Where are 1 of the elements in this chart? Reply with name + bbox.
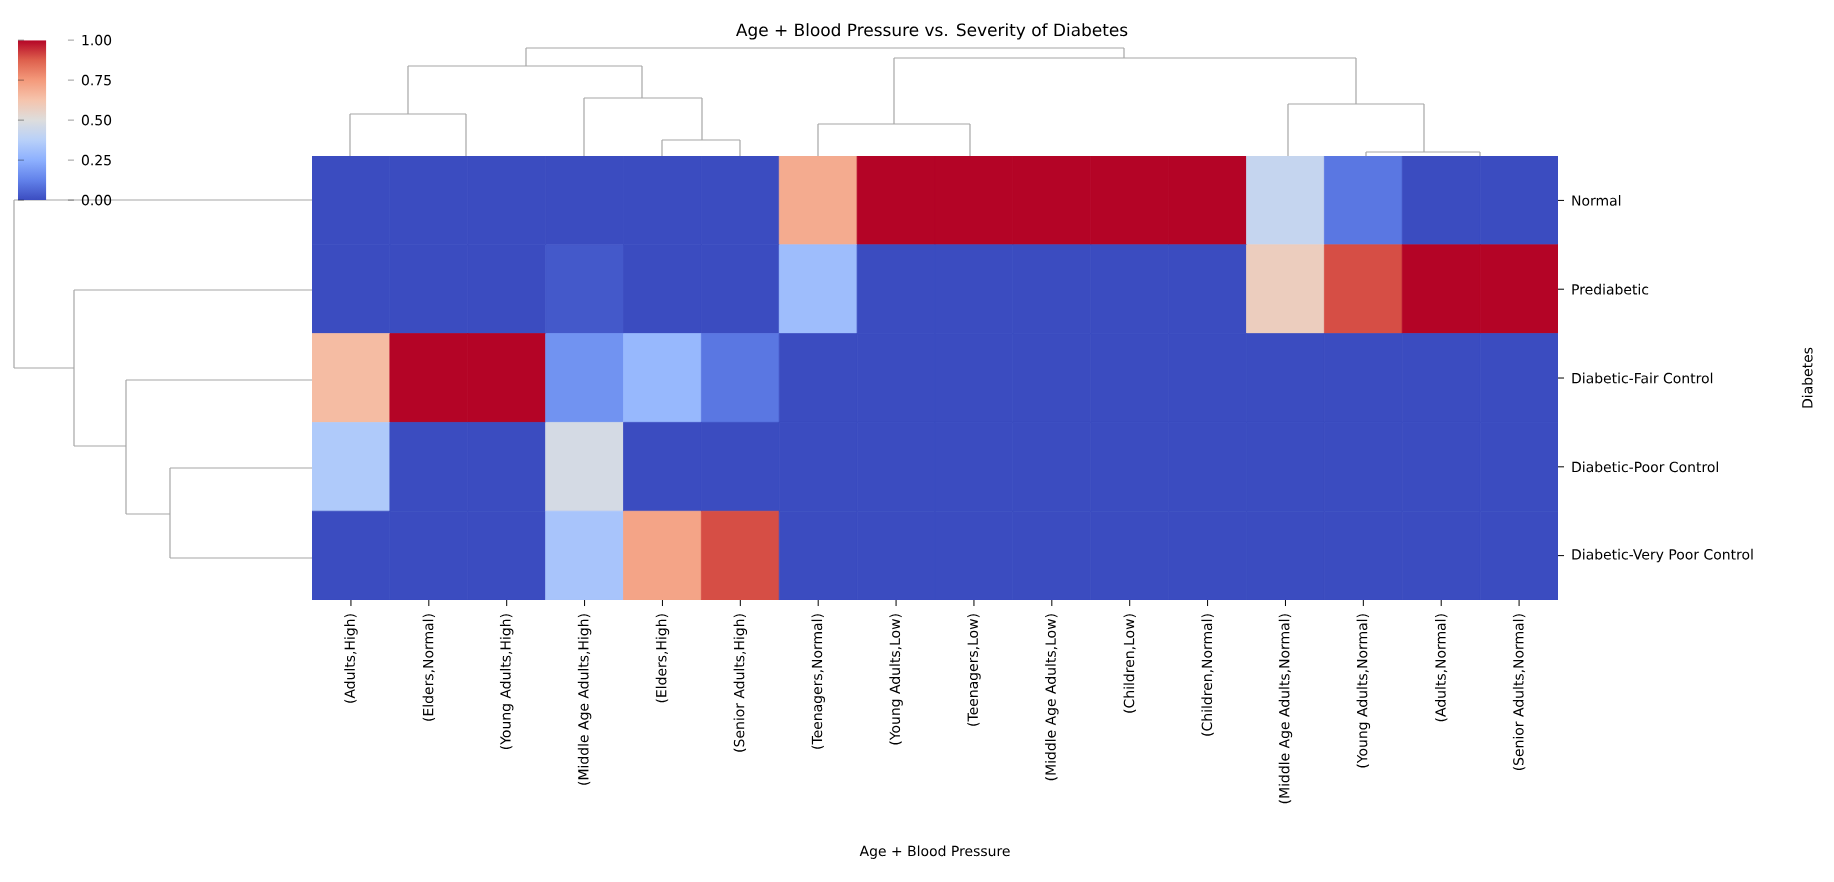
chart-title: Age + Blood Pressure vs. Severity of Diabetes	[736, 23, 1128, 40]
